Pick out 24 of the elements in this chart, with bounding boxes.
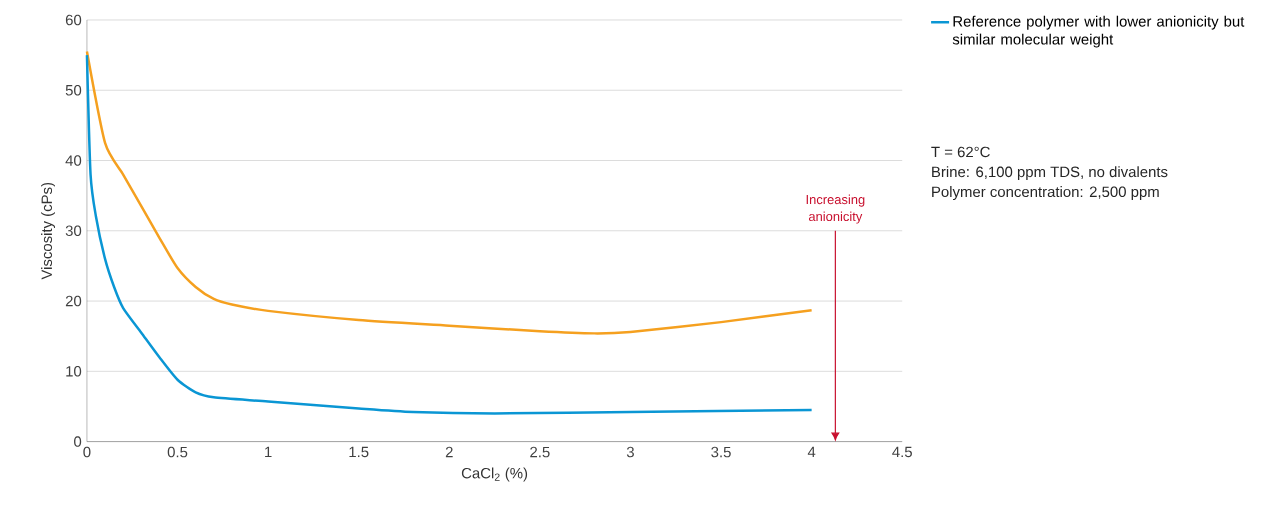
x-tick-label: 4.5 (892, 447, 912, 458)
x-tick-label: 4 (807, 447, 816, 458)
y-tick-label: 50 (65, 85, 82, 96)
x-tick-label: 0 (83, 447, 91, 458)
y-tick-label: 60 (65, 14, 82, 26)
x-tick-label: 1.5 (349, 447, 369, 458)
text: T = 62°C (931, 146, 990, 158)
y-tick-label: 20 (65, 296, 82, 307)
y-tick-label: 30 (65, 225, 82, 237)
y-axis-title: Viscosity (cPs) (41, 183, 55, 280)
x-tick-label: 3 (626, 447, 634, 458)
text: Brine: 6,100 ppm TDS, no divalents (932, 166, 1168, 181)
x-axis-title: CaCl$_{2}$ (%) (461, 467, 528, 482)
x-tick-label: 1 (265, 447, 272, 458)
y-tick-label: 10 (66, 366, 82, 377)
x-tick-label: 0.5 (167, 447, 188, 458)
text: Polymer concentration: 2,500 ppm (932, 186, 1159, 201)
y-tick-label: 40 (65, 155, 82, 167)
x-tick-label: 2 (445, 447, 453, 458)
x-tick-label: 3.5 (711, 447, 731, 458)
annotation: Increasing anionicity (806, 194, 865, 224)
x-tick-label: 2.5 (530, 447, 550, 458)
legend-label: Reference polymer with lower anionicity but similar molecular weight (952, 15, 1245, 48)
y-tick-label: 0 (74, 436, 82, 448)
